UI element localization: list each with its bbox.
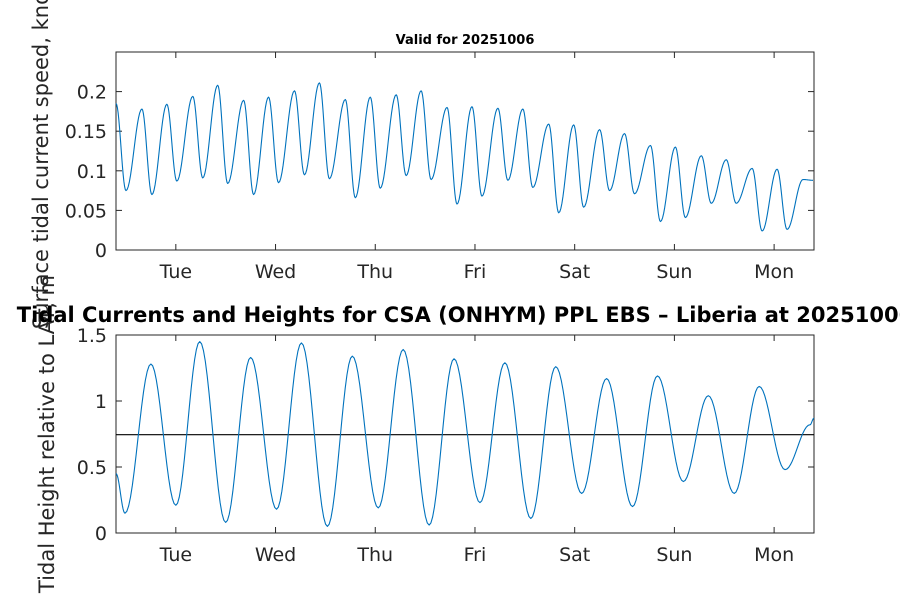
current-speed-xtick-label: Sun: [656, 261, 692, 283]
tidal-height-ytick-label: 1: [95, 391, 107, 413]
tidal-height-xtick-label: Thu: [356, 544, 393, 566]
tidal-height-xtick-label: Tue: [159, 544, 192, 566]
current-speed-ytick-label: 0: [95, 240, 107, 262]
tidal-height-xtick-label: Fri: [464, 544, 487, 566]
current-speed-xtick-label: Thu: [356, 261, 393, 283]
current-speed-ytick-label: 0.1: [77, 161, 107, 183]
current-speed-xtick-label: Fri: [464, 261, 487, 283]
tidal-height-xtick-label: Mon: [754, 544, 794, 566]
current-speed-xtick-label: Tue: [159, 261, 192, 283]
current-speed-ytick-label: 0.2: [77, 82, 107, 104]
tidal-height-plot-area: [115, 334, 815, 534]
tidal-height-ticks: Tue Wed Thu Fri Sat Sun Mon 0 0.5 1 1.5: [77, 325, 814, 566]
main-title: Tidal Currents and Heights for CSA (ONHY…: [17, 303, 900, 327]
current-speed-title: Valid for 20251006: [396, 33, 535, 48]
current-speed-ytick-label: 0.05: [65, 200, 107, 222]
tidal-height-xtick-label: Sat: [559, 544, 590, 566]
current-speed-panel: Tue Wed Thu Fri Sat Sun Mon 0 0.05 0.1 0.15 0.2 Val…: [29, 0, 815, 329]
current-speed-series-line: [115, 82, 814, 232]
tidal-height-ytick-label: 0.5: [77, 457, 107, 479]
tidal-height-xtick-label: Wed: [255, 544, 296, 566]
tidal-height-xtick-label: Sun: [656, 544, 692, 566]
tidal-height-ytick-label: 0: [95, 523, 107, 545]
current-speed-xtick-label: Wed: [255, 261, 296, 283]
current-speed-ytick-label: 0.15: [65, 121, 107, 143]
current-speed-xtick-label: Mon: [754, 261, 794, 283]
tidal-height-ylabel: Tidal Height relative to LAT, m: [35, 275, 59, 594]
tidal-height-series-line: [115, 341, 815, 527]
current-speed-ticks: Tue Wed Thu Fri Sat Sun Mon 0 0.05 0.1 0.15 0.2: [65, 52, 814, 283]
current-speed-xtick-label: Sat: [559, 261, 590, 283]
tidal-height-panel: Tue Wed Thu Fri Sat Sun Mon 0 0.5 1 1.5 Tidal Heig…: [17, 275, 900, 594]
current-speed-ylabel: Surface tidal current speed, knots: [29, 0, 53, 329]
tidal-height-ytick-label: 1.5: [77, 325, 107, 347]
